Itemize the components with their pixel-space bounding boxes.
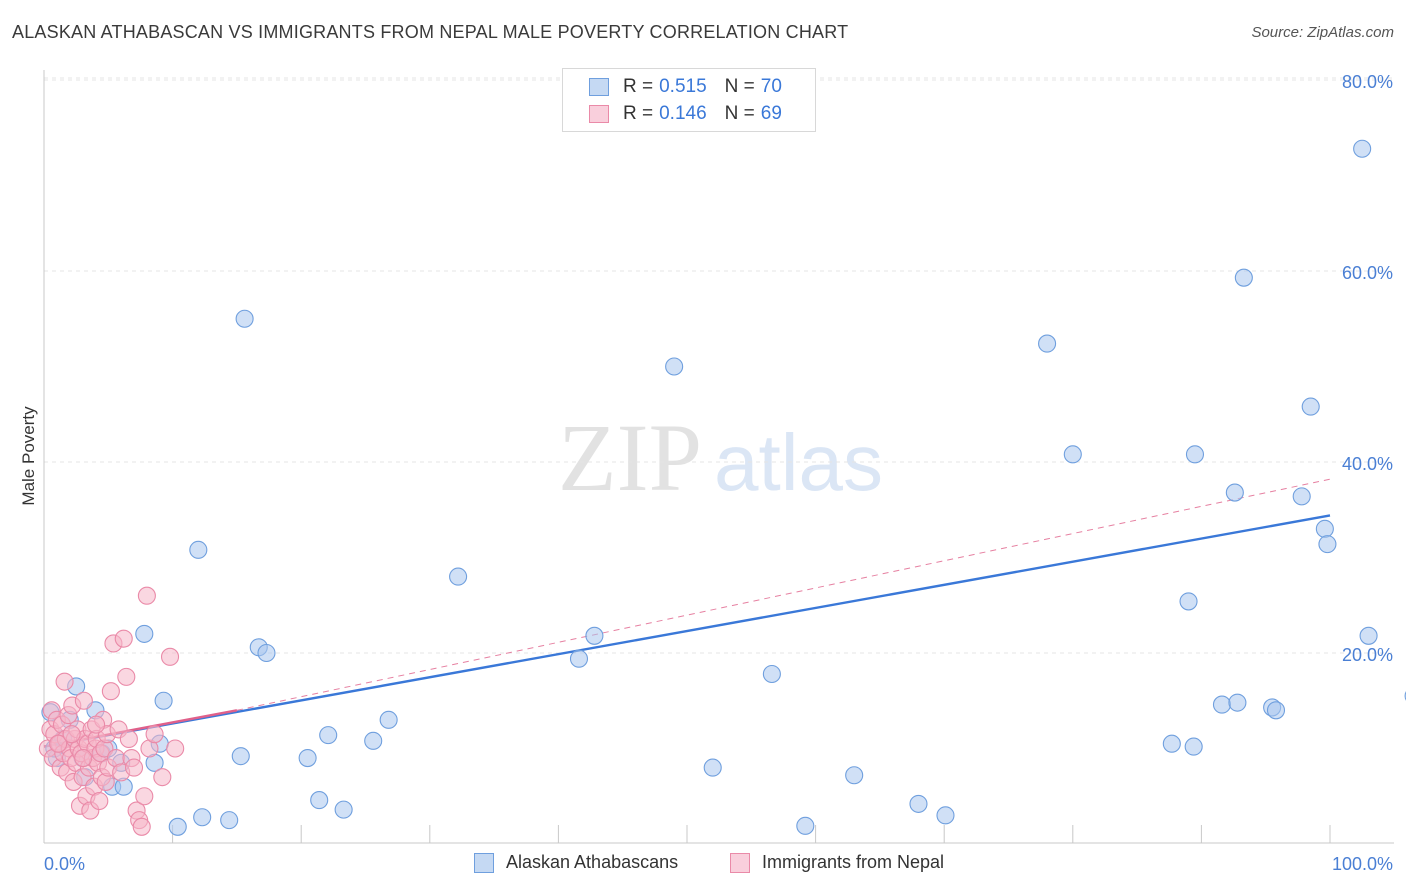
legend-r-value-2: 0.146 [659, 103, 707, 124]
legend-row-nepal: R = 0.146 N = 69 [589, 102, 782, 126]
nepal-point-52 [119, 729, 138, 749]
athabascan-point-26 [310, 791, 329, 810]
nepal-point-68 [87, 715, 106, 734]
nepal-point-66 [62, 725, 81, 744]
legend-n-value-2: 69 [760, 103, 782, 124]
athabascan-point-29 [364, 731, 383, 750]
source-label: Source: ZipAtlas.com [1251, 24, 1394, 41]
y-tick-label-20: 20.0% [1342, 645, 1393, 665]
trend-lines [43, 478, 1331, 748]
nepal-point-45 [101, 682, 120, 701]
athabascan-point-40 [936, 806, 955, 825]
athabascan-point-38 [845, 766, 864, 785]
legend-swatch-blue [589, 78, 609, 96]
athabascan-point-42 [1063, 445, 1082, 464]
nepal-point-54 [124, 758, 144, 777]
athabascan-point-27 [319, 726, 338, 745]
legend-item-athabascans[interactable]: Alaskan Athabascans [474, 852, 678, 873]
series-legend: Alaskan Athabascans Immigrants from Nepa… [0, 852, 1406, 878]
x-tick-label-100: 100.0% [1332, 854, 1393, 874]
legend-swatch-nepal [730, 852, 750, 873]
athabascan-point-28 [334, 800, 353, 819]
watermark-zip: ZIP [558, 404, 702, 511]
y-tick-label-60: 60.0% [1342, 263, 1393, 283]
legend-label-nepal: Immigrants from Nepal [762, 852, 945, 872]
nepal-point-37 [90, 791, 109, 811]
y-tick-label-40: 40.0% [1342, 454, 1393, 474]
nepal-point-50 [114, 629, 133, 648]
athabascan-point-18 [189, 540, 208, 559]
athabascan-point-45 [1184, 737, 1203, 756]
nepal-point-64 [166, 739, 185, 758]
athabascan-point-31 [449, 567, 468, 586]
athabascan-point-34 [665, 357, 684, 376]
data-points [38, 139, 1406, 836]
nepal-point-25 [74, 691, 93, 710]
athabascan-point-47 [1212, 695, 1232, 714]
athabascan-point-25 [298, 748, 317, 768]
athabascan-point-37 [796, 816, 815, 835]
athabascan-point-50 [1234, 268, 1253, 287]
athabascan-point-55 [1315, 519, 1334, 538]
y-tick-label-80: 80.0% [1342, 72, 1393, 92]
athabascan-point-17 [168, 817, 187, 836]
y-axis-label: Male Poverty [19, 406, 38, 506]
athabascan-point-49 [1228, 693, 1247, 712]
athabascan-point-22 [235, 309, 254, 328]
athabascan-point-56 [1318, 535, 1337, 554]
legend-swatch-pink [589, 105, 609, 123]
athabascan-point-52 [1266, 701, 1286, 720]
athabascan-point-33 [585, 626, 604, 645]
athabascan-point-21 [231, 747, 250, 766]
nepal-point-63 [160, 647, 180, 666]
nepal-point-65 [49, 734, 68, 753]
athabascan-point-19 [193, 808, 212, 827]
legend-r-label: R = [623, 103, 654, 124]
nepal-trend-line-2 [236, 478, 1331, 711]
athabascan-point-39 [909, 794, 928, 813]
legend-n-label: N = [724, 76, 755, 97]
nepal-point-58 [135, 787, 154, 806]
legend-r-value-1: 0.515 [659, 76, 707, 97]
legend-n-label: N = [724, 103, 755, 124]
athabascan-point-57 [1353, 139, 1372, 158]
athabascan-point-54 [1301, 397, 1320, 416]
chart-title: ALASKAN ATHABASCAN VS IMMIGRANTS FROM NE… [12, 22, 849, 42]
athabascan-point-43 [1162, 734, 1181, 753]
nepal-point-59 [137, 586, 156, 605]
athabascan-point-58 [1359, 626, 1378, 645]
athabascan-point-35 [703, 758, 722, 777]
grid [44, 77, 1394, 654]
x-tick-label-0: 0.0% [44, 854, 85, 874]
tick-labels: 20.0% 40.0% 60.0% 80.0% 0.0% 100.0% [44, 72, 1393, 874]
nepal-point-61 [145, 725, 164, 744]
athabascan-point-30 [379, 710, 398, 729]
athabascan-point-20 [220, 811, 239, 830]
athabascan-point-53 [1292, 487, 1311, 506]
athabascan-point-16 [154, 691, 173, 710]
legend-r-label: R = [623, 76, 654, 97]
nepal-point-10 [55, 672, 74, 691]
nepal-point-67 [74, 748, 93, 768]
athabascan-point-48 [1225, 483, 1244, 502]
athabascan-point-24 [257, 643, 276, 663]
legend-n-value-1: 70 [760, 76, 782, 97]
athabascan-point-44 [1179, 592, 1198, 611]
legend-swatch-athabascans [474, 852, 494, 873]
legend-row-athabascan: R = 0.515 N = 70 [589, 75, 782, 99]
legend-label-athabascans: Alaskan Athabascans [506, 852, 679, 872]
athabascan-trend-line-0 [43, 514, 1331, 748]
nepal-point-57 [132, 817, 151, 836]
athabascan-point-32 [569, 649, 589, 668]
correlation-legend: R = 0.515 N = 70 R = 0.146 N = 69 [562, 68, 816, 132]
athabascan-point-13 [135, 624, 154, 643]
nepal-point-62 [153, 768, 172, 787]
athabascan-point-41 [1038, 334, 1057, 353]
legend-item-nepal[interactable]: Immigrants from Nepal [730, 852, 944, 873]
athabascan-point-36 [762, 664, 781, 684]
nepal-point-51 [117, 667, 136, 686]
athabascan-point-46 [1185, 445, 1205, 464]
